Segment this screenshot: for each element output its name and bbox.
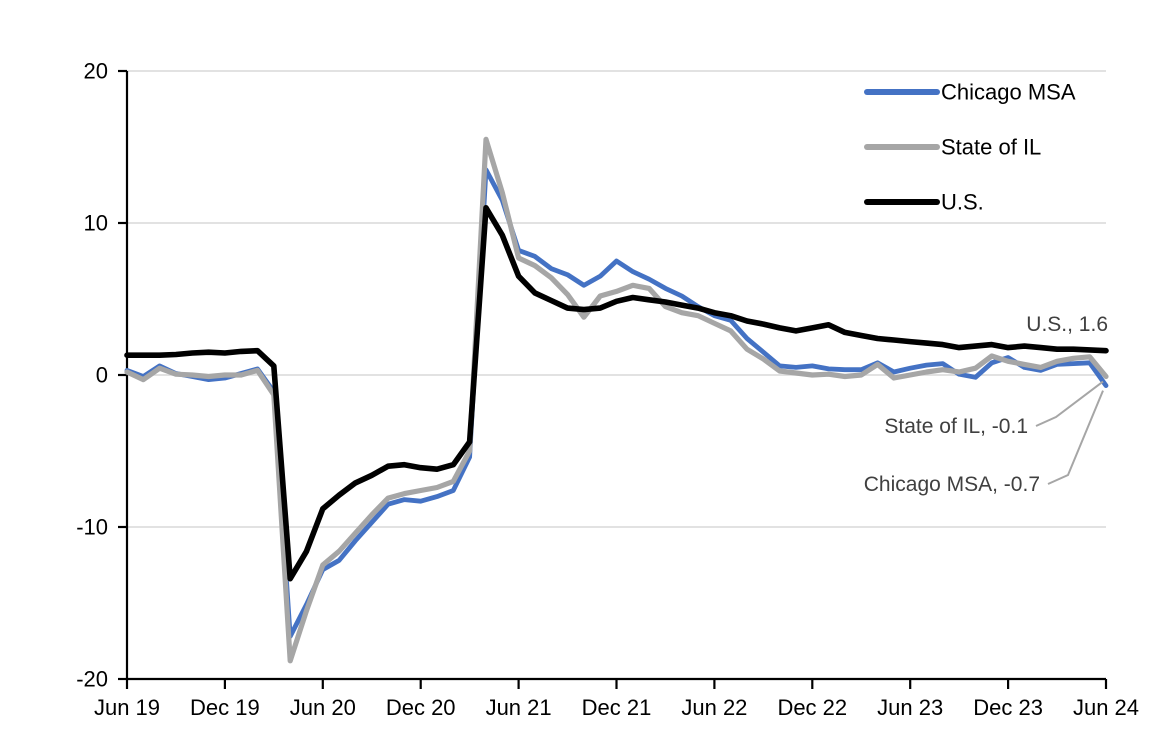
x-axis-label-jun-20: Jun 20: [290, 695, 356, 720]
legend-item-chicago-msa: Chicago MSA: [864, 80, 1076, 105]
y-axis-label-20: 20: [84, 59, 108, 84]
legend-label-u-s: U.S.: [941, 190, 984, 215]
legend-label-state-of-il: State of IL: [941, 135, 1041, 160]
x-axis-label-dec-21: Dec 21: [582, 695, 652, 720]
annotation-u-s: U.S., 1.6: [1026, 313, 1108, 336]
y-axis-label--10: -10: [76, 515, 108, 540]
chart-canvas: 20 10 0 -10 -20 Jun 19 Dec 19 Jun 20 Dec 20 Jun 2…: [76, 59, 1139, 721]
x-axis-label-dec-23: Dec 23: [973, 695, 1043, 720]
leader-line-state-of-il: [1035, 380, 1104, 427]
series-line-u-s: [124, 205, 1109, 582]
x-axis-label-jun-19: Jun 19: [94, 695, 160, 720]
annotation-state-of-il: State of IL, -0.1: [884, 415, 1028, 438]
x-axis-label-jun-24: Jun 24: [1073, 695, 1139, 720]
leader-line-chicago-msa: [1047, 390, 1104, 485]
x-axis-label-jun-23: Jun 23: [877, 695, 943, 720]
y-axis-label-0: 0: [96, 363, 108, 388]
x-axis-label-dec-20: Dec 20: [386, 695, 456, 720]
x-axis-label-dec-19: Dec 19: [190, 695, 260, 720]
legend-label-chicago-msa: Chicago MSA: [941, 80, 1076, 105]
y-axis-label--20: -20: [76, 667, 108, 692]
legend-item-state-of-il: State of IL: [864, 135, 1041, 160]
legend-item-u-s: U.S.: [864, 190, 984, 215]
annotation-chicago-msa: Chicago MSA, -0.7: [864, 473, 1040, 496]
series-line-state-of-il: [124, 136, 1109, 664]
x-axis-label-jun-21: Jun 21: [486, 695, 552, 720]
x-axis-label-dec-22: Dec 22: [777, 695, 847, 720]
y-axis-label-10: 10: [84, 211, 108, 236]
x-axis-label-jun-22: Jun 22: [681, 695, 747, 720]
yoy-employment-growth-chart: 20 10 0 -10 -20 Jun 19 Dec 19 Jun 20 Dec 20 Jun 2…: [40, 16, 1152, 731]
